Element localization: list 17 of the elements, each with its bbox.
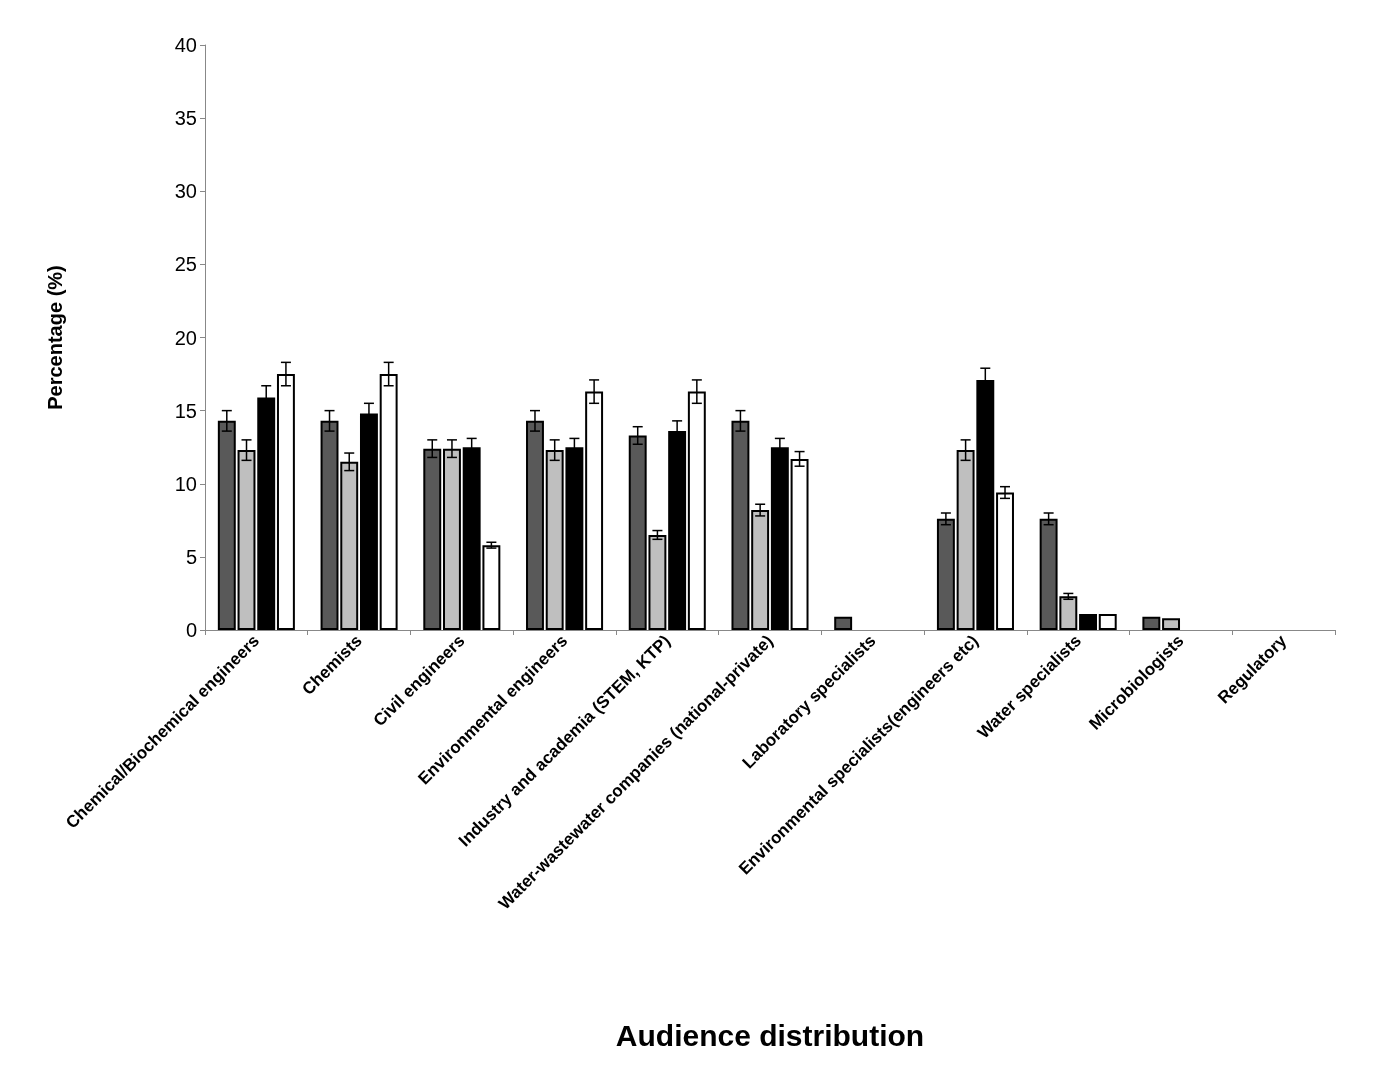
bar [936,518,955,630]
y-axis-title: Percentage (%) [44,265,66,410]
bar [834,616,853,630]
bar [1142,616,1161,630]
x-axis-title: Audience distribution [615,1018,925,1052]
bar [1098,613,1117,630]
y-tick-label: 15 [174,399,197,422]
y-tick-label: 5 [185,545,197,568]
y-tick-label: 35 [174,107,197,130]
bar [1162,618,1181,630]
y-tick-label: 30 [174,180,197,203]
y-tick-label: 10 [174,472,197,495]
y-tick-label: 0 [185,619,197,641]
y-tick-label: 25 [174,253,197,276]
y-tick-label: 20 [174,326,197,349]
y-tick-label: 40 [174,34,197,56]
bar [1079,613,1097,630]
